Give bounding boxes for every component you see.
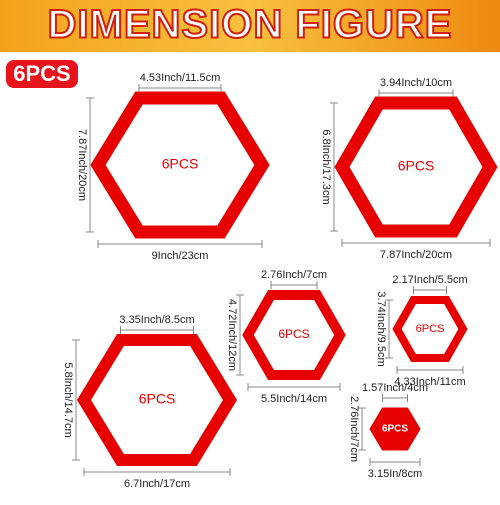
badge-bg [6,60,78,88]
side-dimension: 7.87Inch/20cm [76,129,88,201]
badge: 6PCS [13,61,70,86]
side-dimension: 3.74Inch/9.5cm [375,291,387,366]
hexagon [76,334,238,466]
top-dimension: 2.76Inch/7cm [261,269,327,281]
side-dimension: 4.72Inch/12cm [226,299,238,371]
hexagon [369,407,421,451]
top-dimension: 3.35Inch/8.5cm [119,314,194,326]
hexagon [334,96,498,238]
top-dimension: 4.53Inch/11.5cm [140,72,221,84]
bottom-dimension: 7.87Inch/20cm [380,249,452,261]
hex-label: 6PCS [162,156,199,172]
hex-label: 6PCS [382,424,408,435]
bottom-dimension: 3.15In/8cm [368,468,422,480]
side-dimension: 6.8Inch/17.3cm [320,129,332,204]
title: DIMENSION FIGURE [48,3,453,47]
top-dimension: 2.17Inch/5.5cm [392,274,467,286]
hexagon [90,91,270,239]
hex-label: 6PCS [416,323,445,335]
bottom-dimension: 6.7Inch/17cm [124,478,190,490]
hex-label: 6PCS [278,327,309,341]
bottom-dimension: 5.5Inch/14cm [261,393,327,405]
hexagon [242,290,346,380]
side-dimension: 5.8Inch/14.7cm [62,362,74,437]
top-dimension: 3.94Inch/10cm [380,77,452,89]
side-dimension: 2.76Inch/7cm [348,396,360,462]
hex-label: 6PCS [139,391,176,407]
hex-label: 6PCS [398,158,435,174]
banner [0,0,500,52]
bottom-dimension: 4.33Inch/11cm [394,376,465,388]
top-dimension: 1.57Inch/4cm [362,382,428,394]
hexagon [392,296,468,362]
bottom-dimension: 9Inch/23cm [152,250,209,262]
